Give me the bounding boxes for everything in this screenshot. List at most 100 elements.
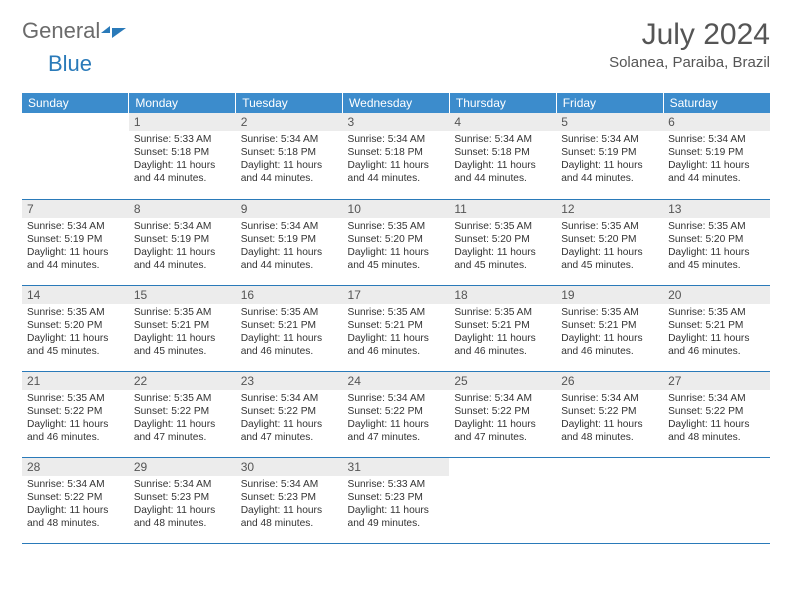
- day-number: 24: [343, 372, 450, 390]
- day-details: Sunrise: 5:35 AMSunset: 5:21 PMDaylight:…: [449, 304, 556, 360]
- day-number: 2: [236, 113, 343, 131]
- calendar-cell: 23Sunrise: 5:34 AMSunset: 5:22 PMDayligh…: [236, 371, 343, 457]
- day-number: 3: [343, 113, 450, 131]
- weekday-header: Monday: [129, 93, 236, 113]
- calendar-cell: 17Sunrise: 5:35 AMSunset: 5:21 PMDayligh…: [343, 285, 450, 371]
- day-details: Sunrise: 5:34 AMSunset: 5:19 PMDaylight:…: [663, 131, 770, 187]
- calendar-cell: 28Sunrise: 5:34 AMSunset: 5:22 PMDayligh…: [22, 457, 129, 543]
- weekday-header: Saturday: [663, 93, 770, 113]
- day-details: Sunrise: 5:33 AMSunset: 5:23 PMDaylight:…: [343, 476, 450, 532]
- day-details: Sunrise: 5:34 AMSunset: 5:22 PMDaylight:…: [449, 390, 556, 446]
- calendar-row: 28Sunrise: 5:34 AMSunset: 5:22 PMDayligh…: [22, 457, 770, 543]
- calendar-cell: 16Sunrise: 5:35 AMSunset: 5:21 PMDayligh…: [236, 285, 343, 371]
- day-number: 21: [22, 372, 129, 390]
- day-number: 15: [129, 286, 236, 304]
- day-details: Sunrise: 5:34 AMSunset: 5:19 PMDaylight:…: [22, 218, 129, 274]
- weekday-header: Friday: [556, 93, 663, 113]
- day-details: Sunrise: 5:34 AMSunset: 5:22 PMDaylight:…: [556, 390, 663, 446]
- calendar-cell: 6Sunrise: 5:34 AMSunset: 5:19 PMDaylight…: [663, 113, 770, 199]
- day-details: Sunrise: 5:34 AMSunset: 5:19 PMDaylight:…: [129, 218, 236, 274]
- calendar-cell: [663, 457, 770, 543]
- day-number: 29: [129, 458, 236, 476]
- day-number: 13: [663, 200, 770, 218]
- day-details: Sunrise: 5:33 AMSunset: 5:18 PMDaylight:…: [129, 131, 236, 187]
- day-details: Sunrise: 5:34 AMSunset: 5:18 PMDaylight:…: [343, 131, 450, 187]
- day-details: Sunrise: 5:34 AMSunset: 5:23 PMDaylight:…: [236, 476, 343, 532]
- calendar-cell: 7Sunrise: 5:34 AMSunset: 5:19 PMDaylight…: [22, 199, 129, 285]
- calendar-body: 1Sunrise: 5:33 AMSunset: 5:18 PMDaylight…: [22, 113, 770, 543]
- logo: General: [22, 18, 128, 44]
- day-number: 30: [236, 458, 343, 476]
- calendar-cell: 19Sunrise: 5:35 AMSunset: 5:21 PMDayligh…: [556, 285, 663, 371]
- day-number: 12: [556, 200, 663, 218]
- calendar-cell: 31Sunrise: 5:33 AMSunset: 5:23 PMDayligh…: [343, 457, 450, 543]
- logo-general: General: [22, 18, 100, 44]
- calendar-cell: 1Sunrise: 5:33 AMSunset: 5:18 PMDaylight…: [129, 113, 236, 199]
- day-number: 19: [556, 286, 663, 304]
- day-details: Sunrise: 5:34 AMSunset: 5:18 PMDaylight:…: [236, 131, 343, 187]
- calendar-cell: 21Sunrise: 5:35 AMSunset: 5:22 PMDayligh…: [22, 371, 129, 457]
- day-number: 23: [236, 372, 343, 390]
- calendar-cell: 13Sunrise: 5:35 AMSunset: 5:20 PMDayligh…: [663, 199, 770, 285]
- day-details: Sunrise: 5:35 AMSunset: 5:20 PMDaylight:…: [22, 304, 129, 360]
- day-details: Sunrise: 5:34 AMSunset: 5:22 PMDaylight:…: [236, 390, 343, 446]
- day-details: Sunrise: 5:34 AMSunset: 5:18 PMDaylight:…: [449, 131, 556, 187]
- calendar-cell: [449, 457, 556, 543]
- day-details: Sunrise: 5:34 AMSunset: 5:22 PMDaylight:…: [663, 390, 770, 446]
- day-number: 17: [343, 286, 450, 304]
- day-number: 22: [129, 372, 236, 390]
- day-details: Sunrise: 5:35 AMSunset: 5:20 PMDaylight:…: [663, 218, 770, 274]
- calendar-cell: 10Sunrise: 5:35 AMSunset: 5:20 PMDayligh…: [343, 199, 450, 285]
- day-number: 14: [22, 286, 129, 304]
- day-details: Sunrise: 5:35 AMSunset: 5:21 PMDaylight:…: [556, 304, 663, 360]
- calendar-cell: 26Sunrise: 5:34 AMSunset: 5:22 PMDayligh…: [556, 371, 663, 457]
- day-details: Sunrise: 5:35 AMSunset: 5:20 PMDaylight:…: [556, 218, 663, 274]
- weekday-header: Tuesday: [236, 93, 343, 113]
- calendar-cell: 12Sunrise: 5:35 AMSunset: 5:20 PMDayligh…: [556, 199, 663, 285]
- calendar-cell: 4Sunrise: 5:34 AMSunset: 5:18 PMDaylight…: [449, 113, 556, 199]
- day-number: 4: [449, 113, 556, 131]
- calendar-cell: 9Sunrise: 5:34 AMSunset: 5:19 PMDaylight…: [236, 199, 343, 285]
- calendar-cell: [556, 457, 663, 543]
- day-details: Sunrise: 5:35 AMSunset: 5:20 PMDaylight:…: [449, 218, 556, 274]
- calendar-cell: 15Sunrise: 5:35 AMSunset: 5:21 PMDayligh…: [129, 285, 236, 371]
- day-number: 20: [663, 286, 770, 304]
- day-number: 9: [236, 200, 343, 218]
- calendar-cell: 29Sunrise: 5:34 AMSunset: 5:23 PMDayligh…: [129, 457, 236, 543]
- day-details: Sunrise: 5:35 AMSunset: 5:21 PMDaylight:…: [129, 304, 236, 360]
- calendar-cell: 18Sunrise: 5:35 AMSunset: 5:21 PMDayligh…: [449, 285, 556, 371]
- logo-blue: Blue: [22, 51, 92, 76]
- calendar-row: 14Sunrise: 5:35 AMSunset: 5:20 PMDayligh…: [22, 285, 770, 371]
- day-number: 25: [449, 372, 556, 390]
- logo-mark-icon: [101, 26, 110, 33]
- weekday-header: Thursday: [449, 93, 556, 113]
- day-details: Sunrise: 5:34 AMSunset: 5:19 PMDaylight:…: [556, 131, 663, 187]
- weekday-header: Sunday: [22, 93, 129, 113]
- day-details: Sunrise: 5:35 AMSunset: 5:20 PMDaylight:…: [343, 218, 450, 274]
- month-title: July 2024: [609, 18, 770, 52]
- calendar-cell: 14Sunrise: 5:35 AMSunset: 5:20 PMDayligh…: [22, 285, 129, 371]
- calendar-cell: 25Sunrise: 5:34 AMSunset: 5:22 PMDayligh…: [449, 371, 556, 457]
- day-details: Sunrise: 5:34 AMSunset: 5:23 PMDaylight:…: [129, 476, 236, 532]
- day-details: Sunrise: 5:34 AMSunset: 5:22 PMDaylight:…: [343, 390, 450, 446]
- calendar-cell: [22, 113, 129, 199]
- day-number: 18: [449, 286, 556, 304]
- weekday-row: SundayMondayTuesdayWednesdayThursdayFrid…: [22, 93, 770, 113]
- day-number: 1: [129, 113, 236, 131]
- calendar-cell: 8Sunrise: 5:34 AMSunset: 5:19 PMDaylight…: [129, 199, 236, 285]
- day-number: 26: [556, 372, 663, 390]
- calendar-row: 1Sunrise: 5:33 AMSunset: 5:18 PMDaylight…: [22, 113, 770, 199]
- day-number: 11: [449, 200, 556, 218]
- calendar-row: 7Sunrise: 5:34 AMSunset: 5:19 PMDaylight…: [22, 199, 770, 285]
- calendar-cell: 5Sunrise: 5:34 AMSunset: 5:19 PMDaylight…: [556, 113, 663, 199]
- day-number: 5: [556, 113, 663, 131]
- calendar-cell: 24Sunrise: 5:34 AMSunset: 5:22 PMDayligh…: [343, 371, 450, 457]
- day-number: 31: [343, 458, 450, 476]
- day-number: 10: [343, 200, 450, 218]
- day-number: 28: [22, 458, 129, 476]
- logo-mark-icon: [112, 28, 126, 38]
- calendar-cell: 22Sunrise: 5:35 AMSunset: 5:22 PMDayligh…: [129, 371, 236, 457]
- day-number: 7: [22, 200, 129, 218]
- calendar-cell: 20Sunrise: 5:35 AMSunset: 5:21 PMDayligh…: [663, 285, 770, 371]
- calendar-cell: 27Sunrise: 5:34 AMSunset: 5:22 PMDayligh…: [663, 371, 770, 457]
